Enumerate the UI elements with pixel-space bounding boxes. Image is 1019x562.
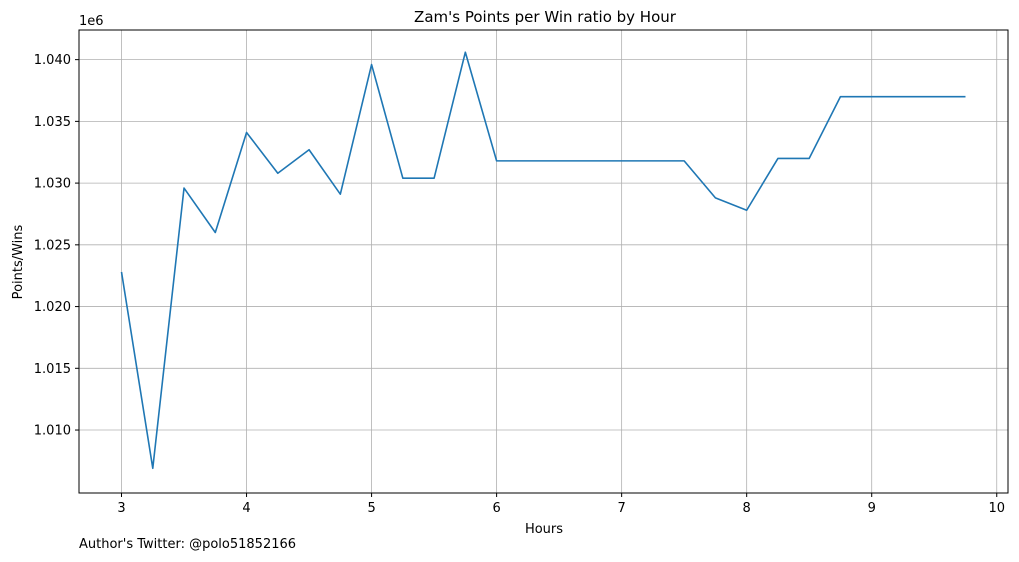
x-tick-label: 9 [868, 501, 876, 516]
x-tick-label: 8 [743, 501, 751, 516]
x-tick-label: 3 [117, 501, 125, 516]
y-tick-label: 1.025 [34, 238, 71, 253]
x-tick-label: 10 [988, 501, 1005, 516]
y-tick-label: 1.010 [34, 424, 71, 439]
series-layer [120, 51, 966, 470]
y-axis-offset-label: 1e6 [79, 14, 104, 29]
y-tick-label: 1.030 [34, 177, 71, 192]
y-tick-label: 1.015 [34, 362, 71, 377]
y-tick-label: 1.040 [34, 53, 71, 68]
y-tick-label: 1.020 [34, 300, 71, 315]
x-tick-label: 6 [492, 501, 500, 516]
x-tick-label: 4 [242, 501, 250, 516]
y-axis-label: Points/Wins [11, 224, 26, 299]
x-tick-label: 5 [367, 501, 375, 516]
plot-frame [78, 29, 1009, 494]
ticks: 3 4 5 6 7 8 9 10 1.010 1.015 1.020 1.025 1.030 1.035 1… [34, 53, 1005, 516]
series-line [120, 51, 966, 470]
author-footnote: Author's Twitter: @polo51852166 [79, 537, 297, 552]
x-tick-label: 7 [618, 501, 626, 516]
chart-title: Zam's Points per Win ratio by Hour [414, 8, 677, 26]
grid [79, 30, 1008, 493]
y-tick-label: 1.035 [34, 115, 71, 130]
x-axis-label: Hours [525, 522, 563, 537]
